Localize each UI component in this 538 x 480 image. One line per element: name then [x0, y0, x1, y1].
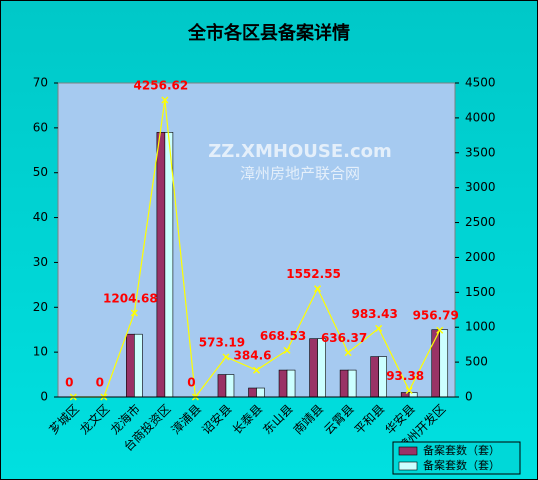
data-label: 573.19 — [199, 336, 245, 350]
bar — [286, 369, 296, 398]
bar — [256, 387, 265, 398]
y2-tick-label: 1000 — [465, 320, 496, 334]
y-tick-label: 50 — [33, 165, 48, 179]
line-marker — [283, 346, 291, 354]
y-tick-label: 10 — [33, 345, 48, 359]
y2-tick-label: 4000 — [465, 110, 496, 124]
bar — [400, 392, 410, 398]
y-tick-label: 40 — [33, 210, 48, 224]
bar — [164, 132, 174, 398]
data-label: 4256.62 — [134, 78, 189, 92]
plot-area — [57, 82, 456, 398]
bar — [370, 356, 379, 398]
y2-tick-label: 3000 — [465, 180, 496, 194]
y2-tick-label: 0 — [465, 390, 473, 404]
bar — [347, 369, 357, 398]
bar — [439, 329, 449, 398]
legend-swatch — [398, 446, 418, 456]
y2-tick-label: 3500 — [465, 145, 496, 159]
bar — [278, 369, 288, 398]
line-marker — [130, 309, 138, 317]
y-tick-label: 70 — [33, 76, 48, 90]
chart-title: 全市各区县备案详情 — [187, 22, 350, 44]
line-marker — [375, 324, 383, 332]
legend-swatch — [398, 461, 418, 471]
bar — [408, 392, 418, 398]
line-marker — [314, 285, 322, 293]
data-label: 668.53 — [260, 329, 306, 343]
y-tick-label: 60 — [33, 120, 48, 134]
watermark: ZZ.XMHOUSE.com — [208, 141, 392, 162]
data-label: 384.6 — [234, 349, 272, 363]
data-label: 956.79 — [413, 309, 459, 323]
legend-label: 备案套数（套） — [423, 458, 500, 472]
line-marker — [161, 96, 169, 104]
data-label: 0 — [65, 376, 73, 390]
y2-tick-label: 4500 — [465, 76, 496, 90]
bar — [217, 374, 227, 398]
line-marker — [405, 386, 413, 395]
bar — [317, 338, 326, 398]
y-tick-label: 0 — [40, 390, 48, 404]
bar — [225, 374, 235, 398]
legend-label: 备案套数（套） — [423, 443, 500, 457]
bar — [134, 333, 143, 398]
data-label: 0 — [96, 376, 104, 390]
y2-tick-label: 2000 — [465, 250, 496, 264]
y2-tick-label: 2500 — [465, 215, 496, 229]
watermark: 漳州房地产联合网 — [240, 165, 360, 183]
line-marker — [222, 353, 230, 361]
data-label: 983.43 — [351, 307, 397, 321]
y-tick-label: 20 — [33, 300, 48, 314]
y-tick-label: 30 — [33, 255, 48, 269]
data-label: 1552.55 — [286, 267, 341, 281]
bar — [431, 329, 441, 398]
y2-tick-label: 500 — [465, 355, 488, 369]
line-marker — [252, 366, 261, 374]
bar — [339, 369, 349, 398]
line-marker — [436, 326, 444, 334]
data-label: 1204.68 — [103, 291, 158, 305]
data-label: 0 — [187, 376, 195, 390]
data-label: 93.38 — [386, 369, 424, 383]
bar — [156, 132, 166, 398]
y2-tick-label: 1500 — [465, 285, 496, 299]
data-label: 636.37 — [321, 331, 367, 345]
line-marker — [344, 349, 352, 357]
bar — [248, 387, 257, 398]
bar — [309, 338, 318, 398]
bar — [126, 333, 135, 398]
